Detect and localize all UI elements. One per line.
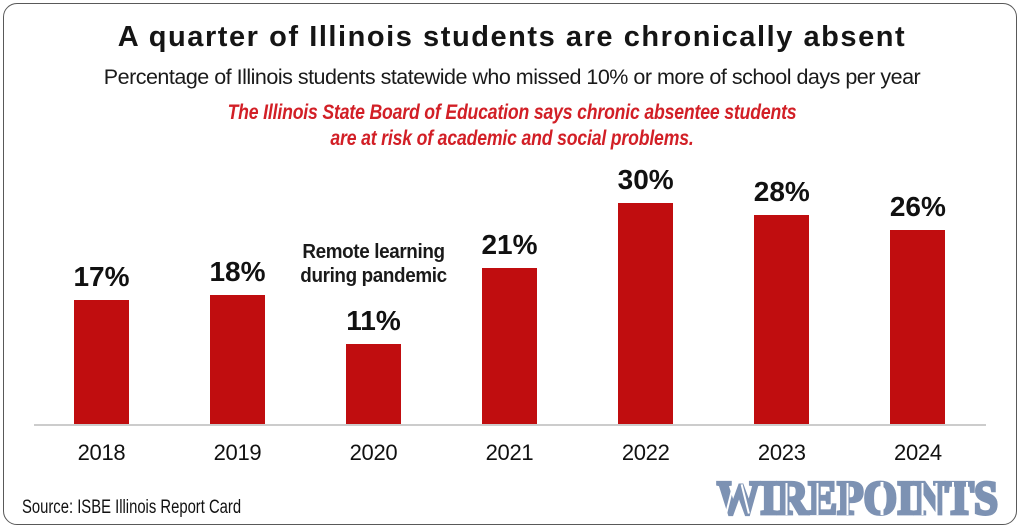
svg-text:WIREPOINTS: WIREPOINTS [717,478,998,520]
